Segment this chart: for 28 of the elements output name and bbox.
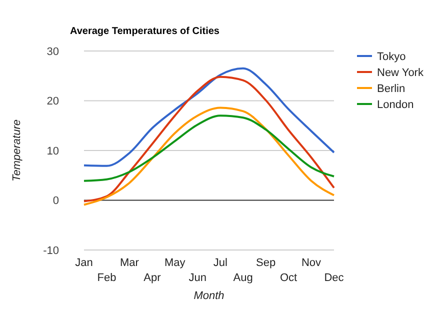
- y-tick-label: 20: [46, 96, 59, 108]
- x-tick-label: Mar: [120, 257, 140, 269]
- line-series: [83, 76, 335, 202]
- legend-label: New York: [377, 66, 424, 79]
- x-tick-label: Oct: [280, 272, 298, 284]
- y-axis-title: Temperature: [11, 120, 23, 182]
- y-tick-label: 30: [46, 46, 59, 58]
- legend-label: Berlin: [377, 82, 406, 95]
- x-tick-label: Jan: [75, 257, 93, 269]
- y-tick-label: 0: [52, 195, 59, 208]
- x-tick-label: Aug: [233, 272, 253, 284]
- x-tick-label: Apr: [144, 272, 162, 284]
- x-tick-label: Jun: [188, 272, 207, 284]
- line-series: [83, 106, 335, 206]
- line-series: [83, 114, 335, 182]
- x-tick-label: Nov: [301, 257, 322, 269]
- y-tick-label: -10: [43, 244, 59, 257]
- x-tick-label: Feb: [97, 272, 116, 284]
- x-axis-title: Month: [194, 290, 224, 302]
- x-tick-label: May: [164, 257, 186, 269]
- chart-title: Average Temperatures of Cities: [70, 26, 220, 37]
- y-tick-label: 10: [46, 145, 59, 158]
- x-tick-label: Dec: [324, 272, 344, 284]
- line-series: [83, 67, 335, 167]
- x-tick-label: Jul: [213, 257, 228, 269]
- legend-label: London: [377, 98, 414, 111]
- x-tick-label: Sep: [256, 257, 276, 269]
- legend-label: Tokyo: [377, 50, 406, 63]
